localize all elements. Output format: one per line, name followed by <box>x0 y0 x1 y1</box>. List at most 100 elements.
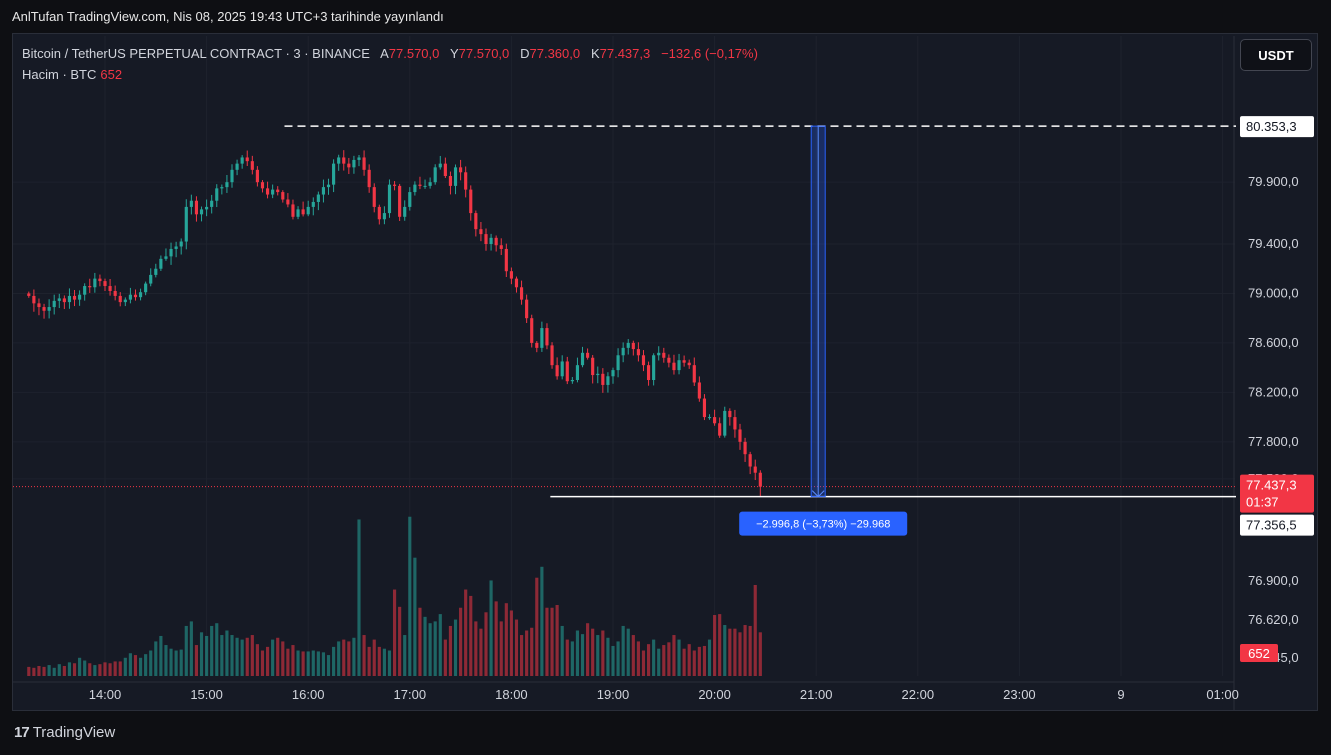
volume-bar <box>672 635 676 676</box>
candle <box>504 248 508 272</box>
candle <box>27 293 31 296</box>
time-axis-label: 15:00 <box>190 687 223 702</box>
candle <box>413 184 417 193</box>
volume-bar <box>565 639 569 676</box>
volume-bar <box>713 615 717 676</box>
time-axis-label: 17:00 <box>394 687 427 702</box>
candle <box>215 188 219 201</box>
candle <box>448 176 453 186</box>
measure-label-box <box>739 511 908 536</box>
candle <box>626 342 630 348</box>
volume-bar <box>83 660 87 676</box>
volume-bar <box>367 646 371 676</box>
candle <box>723 410 727 436</box>
candle <box>240 157 244 164</box>
candle <box>545 328 549 346</box>
tradingview-footer[interactable]: 17 TradingView <box>14 724 115 741</box>
candle <box>37 303 41 308</box>
volume-bar <box>301 651 305 676</box>
candle <box>118 295 122 303</box>
volume-badge-box <box>1240 644 1278 662</box>
candle <box>382 213 386 220</box>
candle <box>133 294 138 298</box>
candle <box>72 295 77 300</box>
high-price-badge: 80.353,3 <box>1246 119 1297 134</box>
volume-bar <box>616 641 620 676</box>
price-axis-label: 79.400,0 <box>1248 236 1299 251</box>
candle <box>32 295 36 304</box>
candle <box>347 163 351 168</box>
candle <box>154 268 158 275</box>
volume-bar <box>332 646 336 676</box>
volume-bar <box>499 621 503 676</box>
volume-bar <box>621 625 625 676</box>
price-axis-label: 76.900,0 <box>1248 573 1299 588</box>
ohlc-low-value: 77.360,0 <box>529 46 581 61</box>
symbol-name[interactable]: Bitcoin / TetherUS PERPETUAL CONTRACT · … <box>22 46 370 61</box>
volume-bar <box>403 635 407 676</box>
candle <box>652 355 656 380</box>
candle <box>570 380 574 382</box>
volume-bar <box>662 645 666 676</box>
volume-legend: Hacim · BTC 652 <box>22 67 122 82</box>
volume-bar <box>382 648 386 676</box>
candle <box>164 256 168 259</box>
volume-bar <box>372 639 376 676</box>
volume-bar <box>479 628 483 676</box>
candle <box>281 192 285 200</box>
candle <box>702 398 707 418</box>
volume-bar <box>448 625 453 676</box>
volume-bar <box>753 584 757 676</box>
volume-bar <box>306 651 310 676</box>
candle <box>255 169 259 183</box>
candle <box>337 157 341 164</box>
candle <box>682 360 686 363</box>
volume-bar <box>509 610 513 676</box>
volume-bar <box>550 607 554 676</box>
candle <box>575 365 580 380</box>
last-price-badge: 77.437,3 <box>1246 478 1297 493</box>
volume-bar <box>464 589 468 676</box>
candle <box>250 161 254 170</box>
candle <box>743 441 747 455</box>
candle <box>103 281 107 287</box>
volume-bar <box>230 635 234 676</box>
volume-bar <box>199 632 204 676</box>
candle <box>540 328 544 348</box>
price-axis-label: 79.900,0 <box>1248 174 1299 189</box>
price-axis-label: 79.000,0 <box>1248 285 1299 300</box>
volume-bar <box>535 577 539 676</box>
volume-bar <box>692 650 696 676</box>
volume-bar <box>255 644 259 676</box>
candle <box>387 184 392 214</box>
candle <box>555 365 559 377</box>
candle <box>474 213 478 230</box>
volume-bar <box>271 639 275 676</box>
candle <box>123 299 127 303</box>
ohlc-open-value: 77.570,0 <box>388 46 440 61</box>
volume-bar <box>687 644 691 676</box>
volume-bar <box>276 637 280 676</box>
volume-bar <box>489 580 493 676</box>
candle <box>616 355 620 371</box>
candle <box>108 286 112 291</box>
volume-legend-label[interactable]: Hacim · BTC <box>22 67 97 82</box>
candle <box>530 318 534 343</box>
volume-bar <box>570 641 574 676</box>
volume-bar <box>357 519 361 676</box>
chart-frame[interactable] <box>12 33 1318 711</box>
volume-bar <box>57 664 61 676</box>
price-axis-label: 76.620,0 <box>1248 612 1299 627</box>
volume-bar <box>164 645 168 676</box>
volume-bar <box>321 652 326 676</box>
volume-bar <box>626 628 630 676</box>
time-axis-label: 20:00 <box>698 687 731 702</box>
volume-bar <box>631 635 635 676</box>
volume-bar <box>484 612 488 676</box>
candle <box>113 290 117 296</box>
volume-bar <box>72 663 77 676</box>
volume-bar <box>733 628 737 676</box>
candle <box>286 199 290 205</box>
currency-button[interactable]: USDT <box>1240 39 1312 71</box>
